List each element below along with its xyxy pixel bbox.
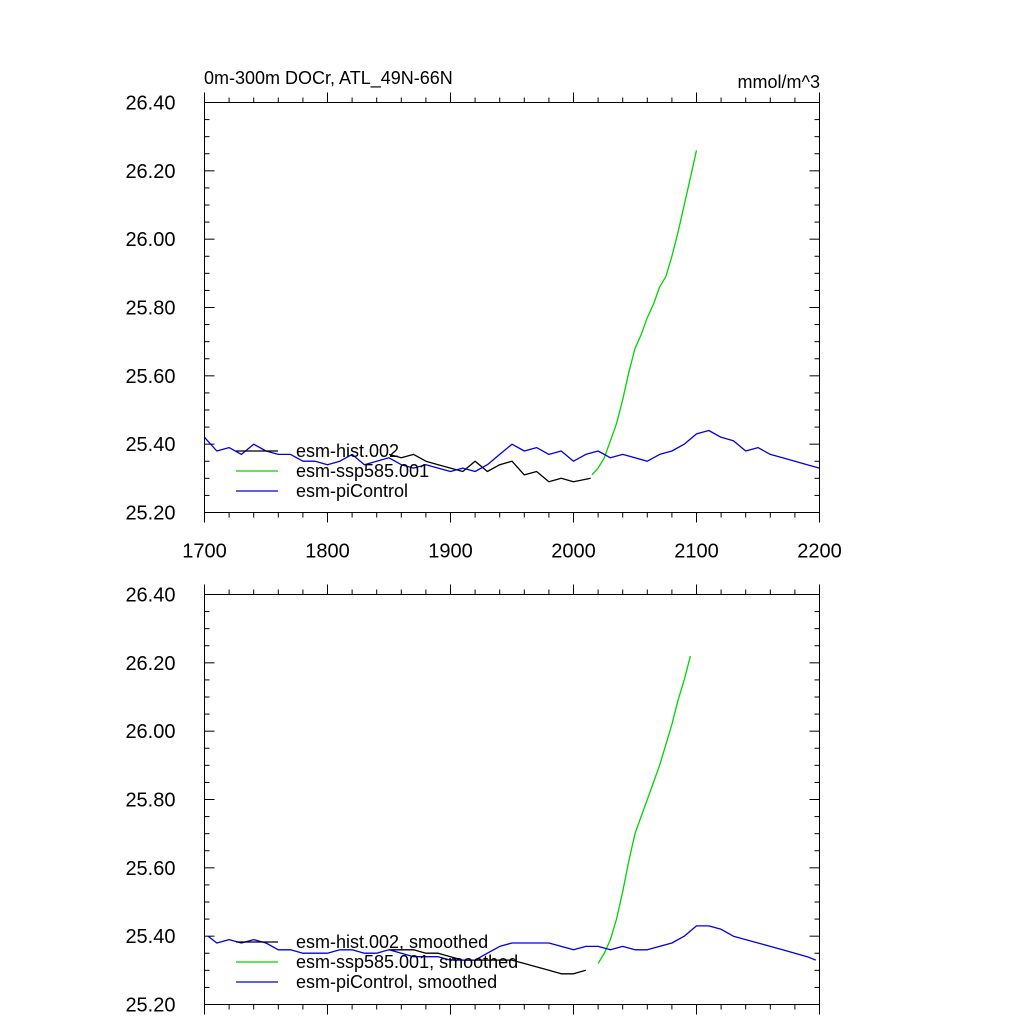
y-tick-label: 25.40 — [125, 434, 175, 456]
legend-label: esm-piControl, smoothed — [296, 972, 497, 992]
series-line-3 — [204, 429, 820, 473]
y-tick-label: 25.20 — [125, 995, 175, 1017]
y-tick-label: 26.20 — [125, 653, 175, 675]
legend-label: esm-hist.002, smoothed — [296, 932, 488, 952]
series-line-2 — [591, 150, 698, 476]
y-tick-label: 26.00 — [125, 229, 175, 251]
bottom-panel: 25.20 25.40 25.60 25.80 26.00 26.20 26.40 esm-… — [125, 584, 820, 1017]
x-tick-label: 2200 — [797, 541, 842, 563]
y-tick-label: 26.40 — [125, 585, 175, 607]
x-tick-label: 1900 — [428, 541, 473, 563]
series-line-1 — [389, 949, 586, 975]
y-tick-label: 26.40 — [125, 93, 175, 115]
x-tick-label: 1700 — [182, 541, 227, 563]
plot-frame — [204, 594, 820, 1005]
top-panel: 0m-300m DOCr, ATL_49N-66N mmol/m^3 25.20… — [125, 68, 841, 563]
y-tick-label: 26.20 — [125, 161, 175, 183]
panel-title: 0m-300m DOCr, ATL_49N-66N — [204, 68, 453, 89]
y-tick-label: 25.60 — [125, 366, 175, 388]
legend-label: esm-hist.002 — [296, 441, 399, 461]
x-tick-label: 2100 — [674, 541, 719, 563]
x-tick-label: 2000 — [551, 541, 596, 563]
series-line-1 — [388, 453, 591, 483]
x-tick-label: 1800 — [305, 541, 350, 563]
y-tick-label: 25.40 — [125, 926, 175, 948]
y-tick-label: 25.60 — [125, 858, 175, 880]
y-tick-label: 25.20 — [125, 503, 175, 525]
legend-label: esm-ssp585.001 — [296, 461, 429, 481]
units-label: mmol/m^3 — [738, 72, 820, 92]
legend-label: esm-ssp585.001, smoothed — [296, 952, 518, 972]
y-tick-label: 25.80 — [125, 298, 175, 320]
plot-frame — [204, 102, 820, 513]
series-line-3 — [207, 925, 817, 961]
y-tick-label: 26.00 — [125, 721, 175, 743]
legend-label: esm-piControl — [296, 481, 408, 501]
y-tick-label: 25.80 — [125, 790, 175, 812]
series-line-2 — [597, 655, 692, 964]
